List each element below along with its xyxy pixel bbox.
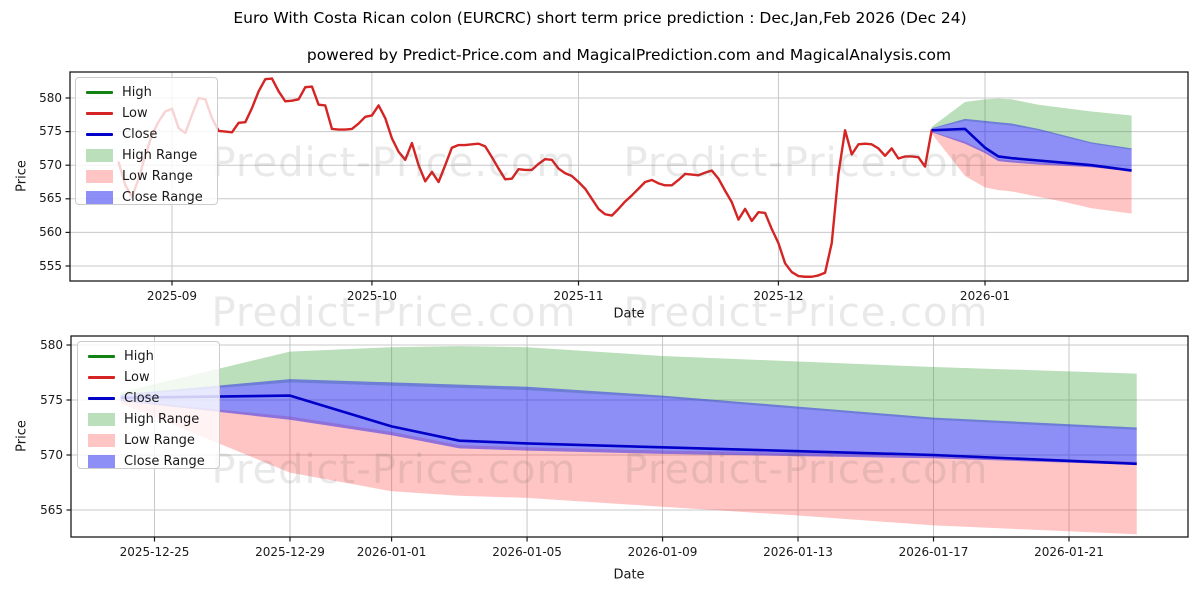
- chart-subtitle: powered by Predict-Price.com and Magical…: [306, 46, 952, 64]
- legend-top-chart: High Low Close High Range Low Range Close Ran…: [75, 77, 218, 205]
- legend-label: High: [124, 349, 154, 364]
- legend-label: Close Range: [122, 190, 203, 205]
- x-axis-label-top: Date: [613, 306, 645, 322]
- legend-patch-swatch: [88, 455, 115, 468]
- x-axis-label-bottom: Date: [613, 567, 645, 583]
- legend-item: Close: [88, 391, 208, 406]
- high-range-area: [931, 98, 1132, 150]
- close-range-area: [120, 379, 1137, 465]
- low-range-area: [120, 400, 1137, 535]
- legend-line-swatch: [86, 133, 113, 136]
- chart-historical-with-forecast: [65, 71, 1189, 286]
- legend-patch-swatch: [86, 170, 113, 183]
- legend-item: Low Range: [88, 433, 208, 448]
- close-forecast-line: [120, 394, 1137, 466]
- legend-item: High: [86, 85, 206, 100]
- low-history-line: [117, 77, 933, 278]
- legend-item: High Range: [86, 148, 206, 163]
- y-axis-label-bottom: Price: [14, 420, 30, 452]
- legend-label: Close: [124, 391, 160, 406]
- legend-line-swatch: [86, 91, 113, 94]
- legend-patch-swatch: [88, 413, 115, 426]
- legend-item: Close Range: [88, 454, 208, 469]
- y-axis-label-top: Price: [14, 160, 30, 192]
- legend-patch-swatch: [88, 434, 115, 447]
- high-range-area: [120, 346, 1137, 430]
- legend-bottom-chart: High Low Close High Range Low Range Close Ran…: [77, 341, 220, 469]
- legend-item: Low Range: [86, 169, 206, 184]
- close-forecast-line: [931, 127, 1132, 172]
- legend-line-swatch: [86, 112, 113, 115]
- legend-item: Close: [86, 127, 206, 142]
- legend-label: Close: [122, 127, 158, 142]
- legend-item: High Range: [88, 412, 208, 427]
- legend-item: High: [88, 349, 208, 364]
- legend-label: Low: [124, 370, 150, 385]
- legend-label: Low Range: [124, 433, 195, 448]
- legend-label: Low Range: [122, 169, 193, 184]
- legend-label: High Range: [124, 412, 200, 427]
- legend-patch-swatch: [86, 149, 113, 162]
- legend-item: Low: [88, 370, 208, 385]
- chart-forecast-zoom: [66, 335, 1189, 542]
- page-title: Euro With Costa Rican colon (EURCRC) sho…: [233, 9, 967, 27]
- legend-item: Low: [86, 106, 206, 121]
- legend-label: High Range: [122, 148, 198, 163]
- plot-border: [69, 71, 1189, 282]
- legend-line-swatch: [88, 397, 115, 400]
- legend-line-swatch: [88, 376, 115, 379]
- legend-patch-swatch: [86, 191, 113, 204]
- legend-line-swatch: [88, 355, 115, 358]
- plot-border: [70, 335, 1189, 538]
- legend-item: Close Range: [86, 190, 206, 205]
- low-range-area: [931, 131, 1132, 214]
- close-range-area: [931, 118, 1132, 172]
- legend-label: High: [122, 85, 152, 100]
- legend-label: Close Range: [124, 454, 205, 469]
- legend-label: Low: [122, 106, 148, 121]
